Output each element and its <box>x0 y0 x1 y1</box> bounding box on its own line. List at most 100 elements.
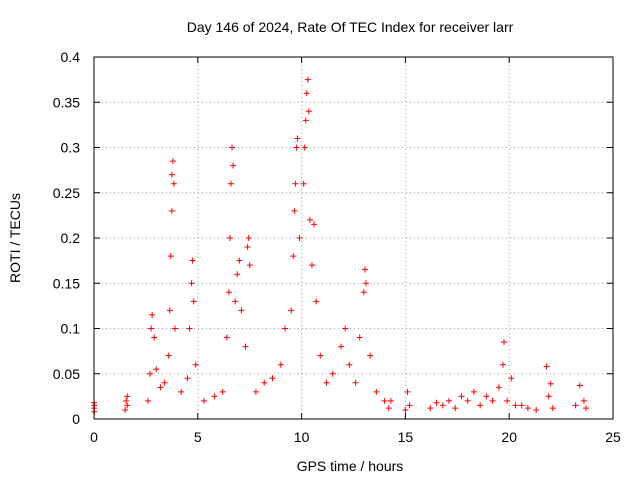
data-point <box>244 244 251 251</box>
y-tick-label: 0 <box>72 411 80 427</box>
data-point <box>165 352 172 359</box>
data-point <box>261 379 268 386</box>
data-point <box>499 361 506 368</box>
data-point <box>288 307 295 314</box>
chart-title: Day 146 of 2024, Rate Of TEC Index for r… <box>187 19 514 35</box>
data-point <box>230 162 237 169</box>
data-point <box>171 325 178 332</box>
data-point <box>188 280 195 287</box>
y-tick-label: 0.15 <box>53 275 80 291</box>
data-point <box>356 334 363 341</box>
data-point <box>543 363 550 370</box>
plot-frame <box>93 56 614 420</box>
data-point <box>236 257 243 264</box>
data-point <box>402 406 409 413</box>
data-point <box>296 235 303 241</box>
y-axis-label: ROTI / TECUs <box>7 193 23 283</box>
data-point <box>367 352 374 359</box>
data-point <box>338 343 345 350</box>
data-point <box>329 370 336 377</box>
data-point <box>303 90 310 97</box>
data-point <box>124 402 131 409</box>
data-point <box>362 280 369 287</box>
data-point <box>149 311 156 318</box>
data-point <box>439 402 446 409</box>
data-point <box>501 339 508 346</box>
data-point <box>495 384 502 391</box>
data-point <box>169 158 176 165</box>
data-point <box>166 307 173 314</box>
axis-ticks <box>93 56 614 420</box>
data-point <box>576 382 583 389</box>
data-point <box>144 397 151 404</box>
data-point <box>385 405 392 412</box>
data-point <box>246 262 253 269</box>
data-point <box>184 375 191 382</box>
data-point <box>168 207 175 214</box>
data-point <box>524 405 531 412</box>
data-point <box>242 343 249 350</box>
data-point <box>361 266 368 273</box>
data-point <box>464 397 471 404</box>
data-point <box>304 76 311 83</box>
data-point <box>512 402 519 409</box>
data-point <box>508 375 515 382</box>
data-point <box>317 352 324 359</box>
data-point <box>170 180 177 187</box>
data-point <box>323 379 330 386</box>
data-point <box>572 402 579 409</box>
data-point <box>292 180 299 187</box>
data-point <box>404 388 411 395</box>
data-point <box>168 171 175 178</box>
y-tick-label: 0.4 <box>61 49 81 65</box>
data-point <box>234 271 241 278</box>
data-point <box>291 207 298 214</box>
data-point <box>161 379 168 386</box>
data-point <box>281 325 288 332</box>
x-tick-label: 15 <box>398 429 414 445</box>
data-point <box>387 397 394 404</box>
y-tick-label: 0.05 <box>53 366 80 382</box>
data-point <box>300 180 307 187</box>
data-point <box>192 361 199 368</box>
data-point <box>228 180 235 187</box>
data-point <box>452 405 459 412</box>
data-point <box>157 384 164 391</box>
data-point <box>151 334 158 341</box>
data-point <box>381 397 388 404</box>
data-point <box>123 397 130 404</box>
data-point <box>489 397 496 404</box>
data-point <box>313 298 320 305</box>
x-axis-label: GPS time / hours <box>297 458 404 474</box>
data-point <box>504 397 511 404</box>
data-point <box>211 393 218 400</box>
data-point <box>178 388 185 395</box>
data-point <box>167 253 174 260</box>
x-tick-label: 5 <box>194 429 202 445</box>
y-tick-label: 0.35 <box>53 94 80 110</box>
data-point <box>360 289 367 296</box>
data-point <box>277 361 284 368</box>
data-point <box>229 144 236 151</box>
x-tick-label: 10 <box>294 429 310 445</box>
data-point <box>245 235 252 241</box>
data-point <box>122 406 129 413</box>
data-point <box>458 393 465 400</box>
data-point <box>311 221 318 228</box>
y-tick-labels: 0 0.05 0.1 0.15 0.2 0.25 0.3 0.35 0.4 <box>53 49 80 427</box>
data-point <box>294 135 301 142</box>
x-tick-label: 25 <box>605 429 621 445</box>
y-tick-label: 0.1 <box>61 321 81 337</box>
data-point <box>433 399 440 406</box>
data-point <box>225 289 232 296</box>
data-point <box>189 257 196 264</box>
y-tick-label: 0.25 <box>53 185 80 201</box>
data-point <box>148 325 155 332</box>
data-point <box>445 397 452 404</box>
data-points <box>91 76 590 415</box>
data-point <box>302 117 309 124</box>
data-point <box>186 325 193 332</box>
data-point <box>238 307 245 314</box>
data-point <box>293 144 300 151</box>
data-point <box>290 253 297 260</box>
